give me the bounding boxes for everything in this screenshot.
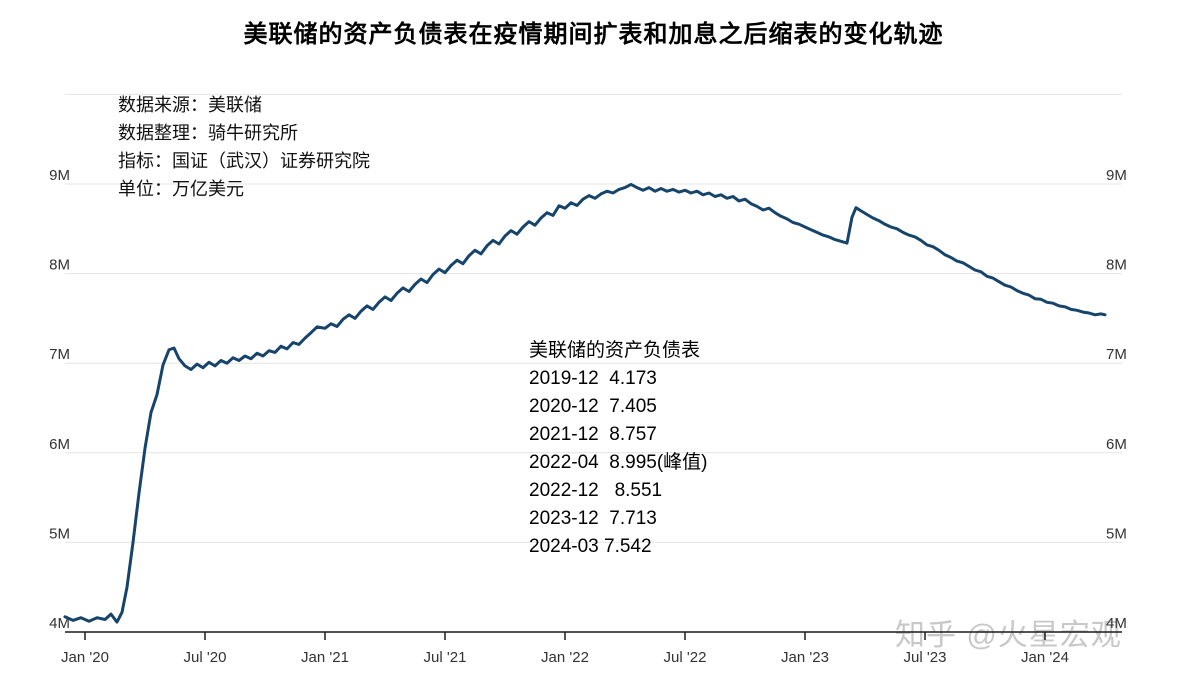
callout-title: 美联储的资产负债表	[529, 340, 701, 361]
y-tick-label-right: 9M	[1106, 167, 1127, 184]
meta-block: 数据来源：美联储 数据整理：骑牛研究所 指标：国证（武汉）证券研究院 单位：万亿…	[118, 91, 370, 203]
y-tick-label-right: 7M	[1106, 346, 1127, 363]
callout-row-2020-12: 2020-12 7.405	[529, 396, 657, 417]
y-tick-label-left: 6M	[49, 436, 70, 453]
fed-balance-sheet-line	[63, 182, 1107, 624]
meta-indicator: 指标：国证（武汉）证券研究院	[118, 151, 370, 171]
y-tick-label-right: 4M	[1106, 615, 1127, 632]
x-tick-label: Jul '21	[424, 649, 467, 666]
meta-unit: 单位：万亿美元	[118, 179, 244, 199]
x-tick-label: Jan '21	[301, 649, 349, 666]
callout-row-2021-12: 2021-12 8.757	[529, 424, 657, 445]
y-tick-label-right: 5M	[1106, 525, 1127, 542]
callout-row-2023-12: 2023-12 7.713	[529, 508, 657, 529]
zhihu-watermark: 知乎 @火星宏观	[895, 619, 1122, 652]
x-tick-label: Jan '20	[61, 649, 109, 666]
y-tick-label-left: 7M	[49, 346, 70, 363]
y-tick-label-left: 8M	[49, 257, 70, 274]
y-tick-label-left: 4M	[49, 615, 70, 632]
callout-row-2022-12: 2022-12 8.551	[529, 480, 663, 501]
x-tick-label: Jan '23	[781, 649, 829, 666]
callout-row-2022-04-peak: 2022-04 8.995(峰值)	[529, 452, 708, 473]
x-tick-label: Jan '22	[541, 649, 589, 666]
y-tick-label-left: 5M	[49, 525, 70, 542]
x-tick-label: Jul '20	[184, 649, 227, 666]
y-tick-label-right: 6M	[1106, 436, 1127, 453]
x-tick-label: Jan '24	[1021, 649, 1069, 666]
x-tick-label: Jul '23	[904, 649, 947, 666]
callout-row-2019-12: 2019-12 4.173	[529, 368, 657, 389]
chart-title: 美联储的资产负债表在疫情期间扩表和加息之后缩表的变化轨迹	[243, 21, 944, 48]
x-tick-label: Jul '22	[664, 649, 707, 666]
y-tick-label-right: 8M	[1106, 257, 1127, 274]
meta-data-source: 数据来源：美联储	[118, 95, 262, 115]
meta-data-compiler: 数据整理：骑牛研究所	[118, 123, 298, 143]
data-callout: 美联储的资产负债表 2019-12 4.173 2020-12 7.405 20…	[529, 337, 708, 561]
y-tick-label-left: 9M	[49, 167, 70, 184]
callout-row-2024-03: 2024-03 7.542	[529, 536, 652, 557]
